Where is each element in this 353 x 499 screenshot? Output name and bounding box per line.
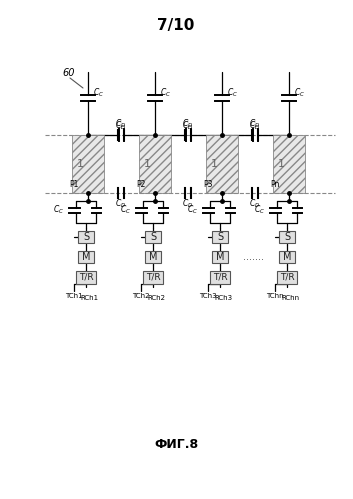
Bar (206, 135, 238, 193)
Bar (78, 231, 94, 243)
Text: T/R: T/R (79, 272, 93, 281)
Text: T/R: T/R (146, 272, 160, 281)
Text: P2: P2 (136, 180, 146, 189)
Text: $C_D$: $C_D$ (183, 118, 193, 130)
Text: $C_D$: $C_D$ (115, 118, 127, 130)
Text: M: M (216, 252, 224, 262)
Text: RChn: RChn (281, 295, 299, 301)
Text: M: M (82, 252, 90, 262)
Text: P1: P1 (69, 180, 79, 189)
Text: S: S (284, 232, 290, 242)
Bar (212, 231, 228, 243)
Text: ФИГ.8: ФИГ.8 (154, 439, 198, 452)
Text: $C_C$: $C_C$ (187, 204, 198, 216)
Text: T/R: T/R (280, 272, 294, 281)
Text: M: M (283, 252, 291, 262)
Text: TCh3: TCh3 (199, 293, 217, 299)
Text: TChn: TChn (266, 293, 284, 299)
Text: P3: P3 (203, 180, 213, 189)
Text: $C_C$: $C_C$ (120, 204, 131, 216)
Text: M: M (149, 252, 157, 262)
Text: T/R: T/R (213, 272, 227, 281)
Text: $C_D$: $C_D$ (115, 198, 127, 210)
Text: 1: 1 (144, 159, 151, 169)
Text: $C_D$: $C_D$ (183, 198, 193, 210)
Text: Pn: Pn (270, 180, 280, 189)
Bar (273, 135, 305, 193)
Text: $C_D$: $C_D$ (115, 120, 127, 132)
Text: $C_C$: $C_C$ (254, 204, 265, 216)
Text: TCh1: TCh1 (65, 293, 83, 299)
Bar (78, 251, 94, 263)
Bar (76, 270, 96, 283)
Text: RCh3: RCh3 (214, 295, 232, 301)
Bar (145, 251, 161, 263)
Bar (279, 251, 295, 263)
Text: 7/10: 7/10 (157, 18, 195, 33)
Bar (72, 135, 104, 193)
Text: $C_C$: $C_C$ (53, 204, 64, 216)
Text: RCh2: RCh2 (147, 295, 165, 301)
Bar (139, 135, 171, 193)
Text: $C_D$: $C_D$ (250, 120, 261, 132)
Text: 1: 1 (77, 159, 84, 169)
Text: RCh1: RCh1 (80, 295, 98, 301)
Bar (277, 270, 297, 283)
Text: S: S (150, 232, 156, 242)
Text: 1: 1 (278, 159, 285, 169)
Text: $C_D$: $C_D$ (183, 120, 193, 132)
Bar (210, 270, 230, 283)
Text: .......: ....... (244, 252, 264, 262)
Text: $C_C$: $C_C$ (93, 87, 104, 99)
Text: $C_D$: $C_D$ (250, 198, 261, 210)
Bar (279, 231, 295, 243)
Text: $C_C$: $C_C$ (160, 87, 171, 99)
Bar (143, 270, 163, 283)
Text: $C_C$: $C_C$ (227, 87, 238, 99)
Bar (145, 231, 161, 243)
Text: S: S (217, 232, 223, 242)
Bar (212, 251, 228, 263)
Text: TCh2: TCh2 (132, 293, 150, 299)
Text: $C_C$: $C_C$ (294, 87, 305, 99)
Text: 60: 60 (62, 68, 74, 78)
Text: 1: 1 (211, 159, 218, 169)
Text: $C_D$: $C_D$ (250, 118, 261, 130)
Text: S: S (83, 232, 89, 242)
